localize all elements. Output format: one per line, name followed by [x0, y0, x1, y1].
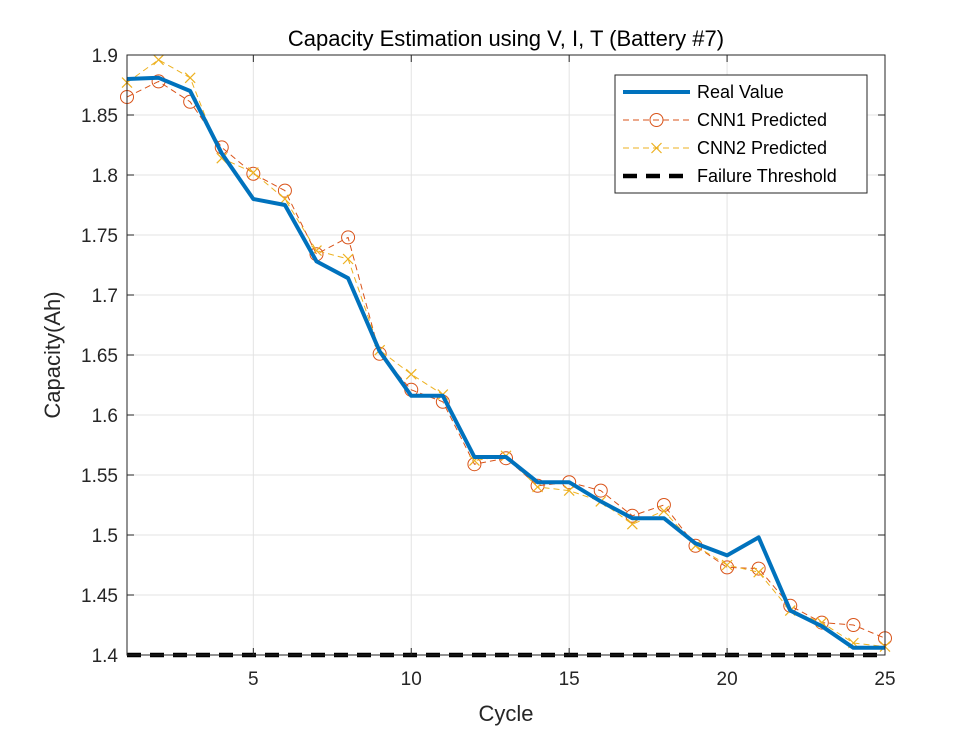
y-tick-label: 1.9: [92, 46, 118, 67]
x-marker-stroke: [247, 167, 259, 179]
legend-marker-cnn1-predicted: [649, 113, 664, 127]
data-point-cnn2-predicted: [153, 54, 165, 66]
y-tick-label: 1.7: [92, 286, 118, 307]
x-marker-stroke: [342, 253, 354, 265]
data-point-cnn1-predicted: [530, 478, 545, 493]
x-marker-stroke: [184, 72, 196, 84]
data-point-cnn2-predicted: [342, 253, 354, 265]
data-point-cnn1-predicted: [593, 483, 608, 498]
x-tick-label: 10: [401, 669, 422, 690]
y-tick-label: 1.45: [81, 586, 118, 607]
legend: Real Value CNN1 Predicted CNN2 Predicted Fa…: [614, 74, 868, 194]
data-point-cnn2-predicted: [753, 566, 765, 578]
data-point-cnn2-predicted: [626, 518, 638, 530]
y-tick-label: 1.65: [81, 346, 118, 367]
data-point-cnn2-predicted: [247, 167, 259, 179]
legend-label-cnn2-predicted: CNN2 Predicted: [697, 138, 827, 158]
legend-box: [614, 74, 868, 194]
y-tick-label: 1.75: [81, 226, 118, 247]
x-marker-stroke: [753, 566, 765, 578]
y-axis-title: Capacity(Ah): [40, 291, 65, 418]
data-point-cnn1-predicted: [720, 560, 735, 575]
x-marker-stroke: [563, 485, 575, 497]
x-marker-stroke: [405, 368, 417, 380]
x-tick-label: 15: [559, 669, 580, 690]
x-tick-label: 5: [248, 669, 259, 690]
data-point-cnn2-predicted: [563, 485, 575, 497]
data-point-cnn2-predicted: [184, 72, 196, 84]
legend-label-real-value: Real Value: [697, 82, 784, 102]
data-point-cnn1-predicted: [246, 166, 261, 181]
data-point-cnn2-predicted: [721, 559, 733, 571]
x-tick-label: 20: [717, 669, 738, 690]
data-point-cnn2-predicted: [658, 505, 670, 517]
data-point-cnn1-predicted: [341, 230, 356, 245]
tick-layer: 5 10 15 20 25 1.4 1.45 1.5 1.55 1.6 1.65 1.7 1.75 1.8…: [81, 46, 896, 690]
x-marker-stroke: [651, 142, 662, 154]
legend-label-failure-threshold: Failure Threshold: [697, 166, 837, 186]
y-tick-label: 1.6: [92, 406, 118, 427]
x-marker-stroke: [626, 518, 638, 530]
data-point-cnn1-predicted: [751, 561, 766, 576]
data-point-cnn2-predicted: [405, 368, 417, 380]
x-axis-title: Cycle: [478, 701, 533, 726]
chart-title: Capacity Estimation using V, I, T (Batte…: [288, 26, 724, 51]
data-point-cnn1-predicted: [277, 183, 292, 198]
series-line-real-value: [126, 75, 885, 650]
x-tick-label: 25: [874, 669, 895, 690]
x-marker-stroke: [721, 559, 733, 571]
data-point-cnn1-predicted: [846, 618, 861, 632]
y-tick-label: 1.4: [92, 646, 119, 667]
x-marker-stroke: [658, 505, 670, 517]
legend-marker-cnn2-predicted: [651, 142, 662, 154]
y-tick-label: 1.85: [81, 106, 118, 127]
y-tick-label: 1.55: [81, 466, 118, 487]
legend-label-cnn1-predicted: CNN1 Predicted: [697, 110, 827, 130]
y-tick-label: 1.5: [92, 526, 118, 547]
data-point-cnn1-predicted: [656, 498, 671, 512]
x-marker-stroke: [153, 54, 165, 66]
y-tick-label: 1.8: [92, 166, 118, 187]
x-marker-stroke: [690, 540, 701, 552]
